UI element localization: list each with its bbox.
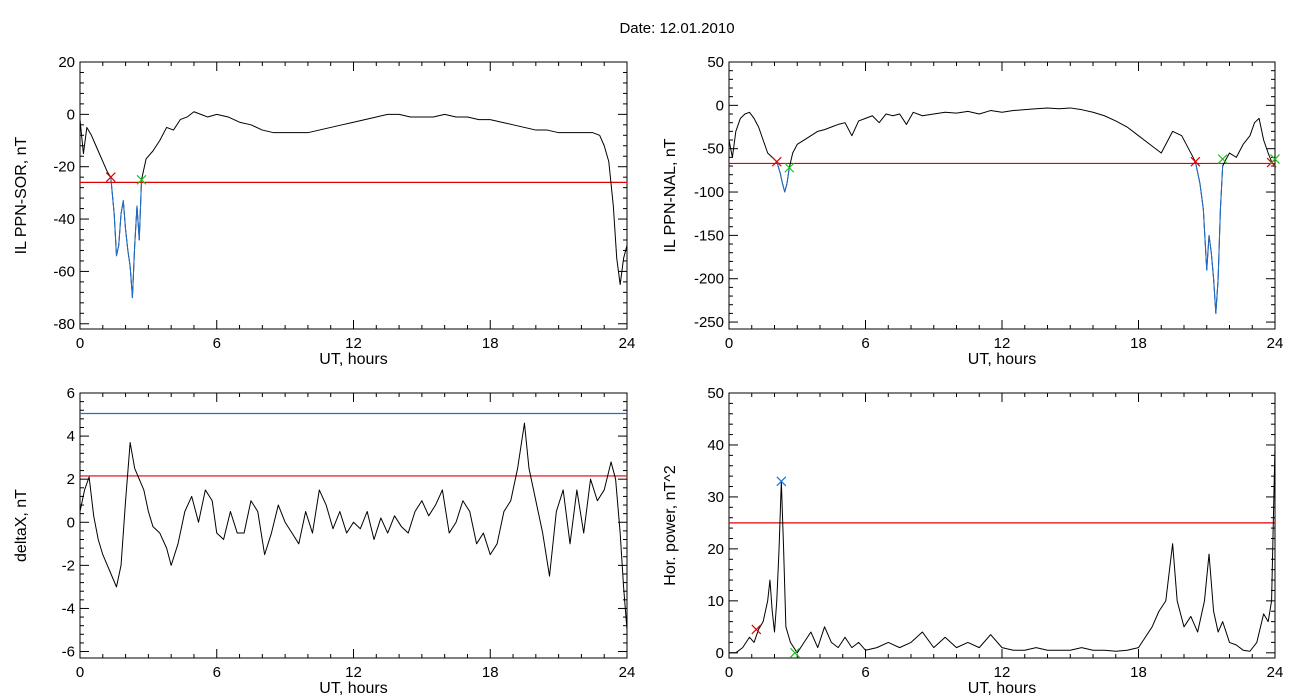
event-marker bbox=[105, 172, 116, 183]
x-tick-label: 24 bbox=[1267, 335, 1284, 352]
series-line bbox=[729, 107, 1275, 314]
y-tick-label: 50 bbox=[707, 385, 724, 402]
x-tick-label: 24 bbox=[619, 335, 636, 352]
x-tick-label: 24 bbox=[619, 664, 636, 681]
y-tick-label: -20 bbox=[53, 159, 75, 176]
y-axis-label: deltaX, nT bbox=[13, 489, 30, 562]
x-tick-label: 6 bbox=[213, 664, 221, 681]
x-axis-label: UT, hours bbox=[319, 680, 387, 697]
y-tick-label: 2 bbox=[67, 471, 75, 488]
y-tick-label: 50 bbox=[707, 54, 724, 71]
series-line bbox=[729, 444, 1275, 654]
x-tick-label: 18 bbox=[1130, 335, 1147, 352]
x-tick-label: 18 bbox=[482, 335, 499, 352]
y-tick-label: -80 bbox=[53, 316, 75, 333]
event-marker bbox=[1190, 156, 1201, 167]
y-tick-label: -250 bbox=[694, 314, 724, 331]
y-tick-label: 30 bbox=[707, 489, 724, 506]
x-tick-label: 18 bbox=[1130, 664, 1147, 681]
plot-area bbox=[80, 412, 627, 631]
highlight-series-line bbox=[1194, 161, 1224, 314]
x-tick-label: 12 bbox=[994, 664, 1011, 681]
y-axis-label: IL PPN-NAL, nT bbox=[662, 138, 679, 252]
chart-ppn-sor: 0 6 12 18 24 -80 -60 -40 -20 0 20 UT, hours IL PPN-S… bbox=[13, 54, 635, 368]
y-tick-label: 40 bbox=[707, 437, 724, 454]
y-tick-label: 20 bbox=[707, 541, 724, 558]
x-tick-label: 0 bbox=[725, 335, 733, 352]
x-tick-label: 6 bbox=[213, 335, 221, 352]
figure-title: Date: 12.01.2010 bbox=[619, 20, 734, 37]
y-tick-label: -150 bbox=[694, 227, 724, 244]
event-marker bbox=[1270, 154, 1280, 165]
y-tick-label: -50 bbox=[702, 141, 724, 158]
y-tick-label: 0 bbox=[67, 106, 75, 123]
x-tick-label: 12 bbox=[994, 335, 1011, 352]
plot-frame bbox=[79, 392, 628, 659]
series-line bbox=[80, 422, 627, 631]
x-tick-label: 6 bbox=[861, 664, 869, 681]
event-marker bbox=[790, 647, 800, 658]
event-marker bbox=[776, 476, 787, 487]
x-tick-label: 12 bbox=[345, 664, 362, 681]
x-tick-label: 0 bbox=[76, 664, 84, 681]
event-marker bbox=[751, 624, 762, 635]
y-tick-label: 4 bbox=[67, 428, 75, 445]
x-axis-label: UT, hours bbox=[319, 351, 387, 368]
event-marker bbox=[136, 174, 147, 185]
y-tick-label: 0 bbox=[67, 514, 75, 531]
y-tick-label: 6 bbox=[67, 385, 75, 402]
plot-frame bbox=[79, 61, 628, 330]
y-tick-label: 0 bbox=[716, 97, 724, 114]
event-marker bbox=[1217, 154, 1228, 165]
x-tick-label: 18 bbox=[482, 664, 499, 681]
y-axis-label: Hor. power, nT^2 bbox=[662, 465, 679, 586]
plot-area bbox=[80, 111, 627, 299]
y-tick-label: 0 bbox=[716, 645, 724, 662]
event-marker bbox=[771, 156, 782, 167]
plot-frame bbox=[728, 392, 1276, 659]
plot-frame bbox=[728, 61, 1276, 330]
plot-area bbox=[729, 444, 1275, 654]
x-tick-label: 6 bbox=[861, 335, 869, 352]
x-tick-label: 0 bbox=[725, 664, 733, 681]
x-tick-label: 24 bbox=[1267, 664, 1284, 681]
y-tick-label: -40 bbox=[53, 211, 75, 228]
y-tick-label: -6 bbox=[62, 644, 75, 661]
x-tick-label: 12 bbox=[345, 335, 362, 352]
y-tick-label: -4 bbox=[62, 600, 75, 617]
y-tick-label: -100 bbox=[694, 184, 724, 201]
y-axis-label: IL PPN-SOR, nT bbox=[13, 136, 30, 254]
y-tick-label: -60 bbox=[53, 263, 75, 280]
x-axis-label: UT, hours bbox=[968, 351, 1036, 368]
highlight-series-line bbox=[110, 177, 143, 299]
event-marker bbox=[784, 162, 795, 173]
highlight-series-line bbox=[776, 161, 790, 193]
chart-ppn-nal: 0 6 12 18 24 -250 -200 -150 -100 -50 0 50 UT, hours I… bbox=[662, 54, 1283, 368]
chart-hor-power: 0 6 12 18 24 0 10 20 30 40 50 UT, hours Hor. power, … bbox=[662, 385, 1283, 697]
x-tick-label: 0 bbox=[76, 335, 84, 352]
y-tick-label: -2 bbox=[62, 557, 75, 574]
y-tick-label: 10 bbox=[707, 593, 724, 610]
y-tick-label: -200 bbox=[694, 271, 724, 288]
x-axis-label: UT, hours bbox=[968, 680, 1036, 697]
series-line bbox=[80, 111, 627, 299]
plot-area bbox=[729, 107, 1275, 314]
y-tick-label: 20 bbox=[58, 54, 75, 71]
